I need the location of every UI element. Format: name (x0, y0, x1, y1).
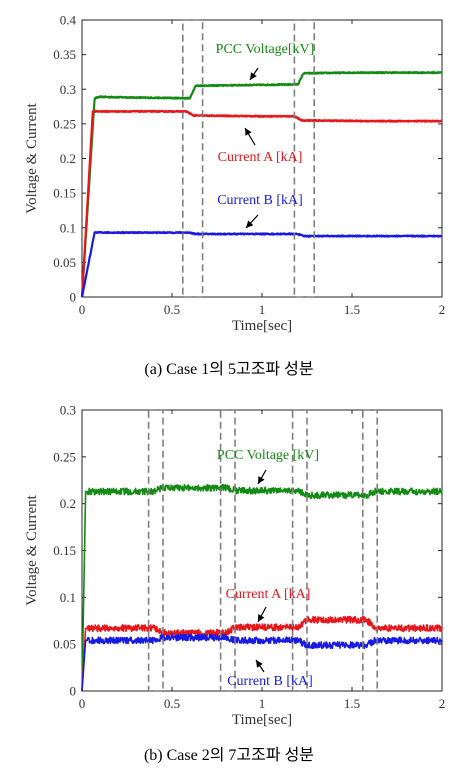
arrow-head-icon (246, 220, 254, 228)
annotation-label: Current A [kA] (226, 587, 311, 602)
y-tick-label: 0.1 (60, 590, 76, 605)
y-tick-label: 0.2 (60, 151, 76, 166)
chart-b: 0 0.5 1 1.5 2 0 0.05 0.1 0.15 0.2 0.25 0.3 Time[sec]… (24, 403, 445, 765)
x-tick-label: 0 (79, 696, 86, 711)
x-tick-label: 1.5 (344, 696, 360, 711)
y-tick-label: 0 (70, 684, 77, 699)
y-tick-label: 0.05 (53, 637, 76, 652)
series-line-current_a (81, 615, 443, 692)
arrow-head-icon (258, 476, 265, 484)
x-tick-label: 1.5 (344, 302, 360, 317)
y-tick-label: 0.15 (53, 543, 76, 558)
chart-a: 0 0.5 1 1.5 2 0 0.05 0.1 0.15 0.2 0.25 0.3 0.35 0.4 Ti… (24, 13, 445, 379)
series-line-current_b (81, 633, 443, 692)
y-tick-label: 0.4 (60, 13, 77, 28)
x-tick-label: 2 (439, 696, 446, 711)
y-tick-label: 0.35 (53, 47, 76, 62)
highlight-box (291, 409, 308, 692)
series-line-current_b (80, 230, 443, 298)
x-tick-label: 0.5 (164, 302, 180, 317)
y-tick-label: 0.25 (53, 449, 76, 464)
annotation-label: PCC Voltage[kV] (216, 42, 315, 57)
highlight-box (361, 409, 378, 692)
y-tick-label: 0.15 (53, 186, 76, 201)
annotation-label: Current A [kA] (218, 150, 303, 165)
annotation-label: Current B [kA] (227, 674, 313, 689)
annotation-label: PCC Voltage [kV] (217, 448, 319, 463)
series-line-pcc (81, 483, 443, 692)
annotation-label: Current B [kA] (217, 193, 303, 208)
series-line-current_a (80, 109, 443, 298)
x-tick-label: 0 (79, 302, 86, 317)
y-tick-label: 0 (70, 290, 77, 305)
highlight-box (293, 19, 315, 298)
y-tick-label: 0.3 (60, 82, 76, 97)
y-tick-label: 0.2 (60, 496, 76, 511)
series-line-pcc (80, 70, 443, 298)
figure-caption: (a) Case 1의 5고조파 성분 (144, 360, 313, 378)
y-axis-label: Voltage & Current (24, 102, 40, 213)
highlight-box (182, 19, 204, 298)
y-tick-label: 0.25 (53, 116, 76, 131)
x-tick-label: 1 (259, 302, 266, 317)
highlight-box (147, 409, 164, 692)
y-tick-label: 0.3 (60, 403, 76, 418)
x-tick-label: 1 (259, 696, 266, 711)
x-tick-label: 0.5 (164, 696, 180, 711)
arrow-head-icon (256, 660, 263, 668)
highlight-box (219, 409, 236, 692)
arrow-head-icon (258, 614, 265, 622)
y-tick-label: 0.05 (53, 255, 76, 270)
y-tick-label: 0.1 (60, 220, 76, 235)
y-axis-label: Voltage & Current (24, 494, 40, 605)
arrow-head-icon (245, 128, 252, 136)
x-axis-label: Time[sec] (232, 712, 292, 728)
figure-caption: (b) Case 2의 7고조파 성분 (144, 746, 314, 764)
x-tick-label: 2 (439, 302, 446, 317)
x-axis-label: Time[sec] (232, 318, 292, 334)
arrow-head-icon (250, 72, 257, 80)
